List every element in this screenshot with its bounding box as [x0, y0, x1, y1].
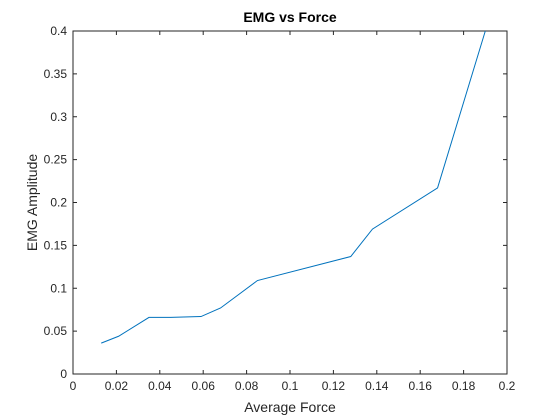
y-axis: 0 0.05 0.1 0.15 0.2 0.25 0.3 0.35 0.4 — [44, 24, 507, 381]
x-tick-label: 0.04 — [148, 379, 172, 393]
y-tick-label: 0.4 — [50, 24, 67, 38]
y-tick-label: 0.2 — [50, 196, 67, 210]
x-axis-label: Average Force — [244, 399, 336, 415]
y-tick-label: 0.05 — [44, 324, 68, 338]
y-tick-label: 0 — [60, 367, 67, 381]
x-tick-label: 0.14 — [365, 379, 389, 393]
y-tick-label: 0.35 — [44, 67, 68, 81]
x-tick-label: 0.06 — [192, 379, 216, 393]
x-tick-label: 0.18 — [452, 379, 476, 393]
x-tick-label: 0.08 — [235, 379, 259, 393]
y-tick-label: 0.15 — [44, 238, 68, 252]
x-tick-label: 0.1 — [282, 379, 299, 393]
x-tick-label: 0.2 — [499, 379, 516, 393]
plot-area — [72, 30, 508, 375]
y-tick-label: 0.1 — [50, 281, 67, 295]
x-tick-label: 0.02 — [105, 379, 129, 393]
y-tick-label: 0.3 — [50, 110, 67, 124]
x-axis: 0 0.02 0.04 0.06 0.08 0.1 0.12 0.14 0.16 0.18 0.2 — [70, 31, 516, 393]
x-tick-label: 0.12 — [322, 379, 346, 393]
y-tick-label: 0.25 — [44, 153, 68, 167]
y-axis-label: EMG Amplitude — [24, 154, 40, 251]
chart-title: EMG vs Force — [243, 9, 337, 25]
series-line — [101, 30, 486, 344]
x-tick-label: 0 — [70, 379, 77, 393]
x-tick-label: 0.16 — [409, 379, 433, 393]
